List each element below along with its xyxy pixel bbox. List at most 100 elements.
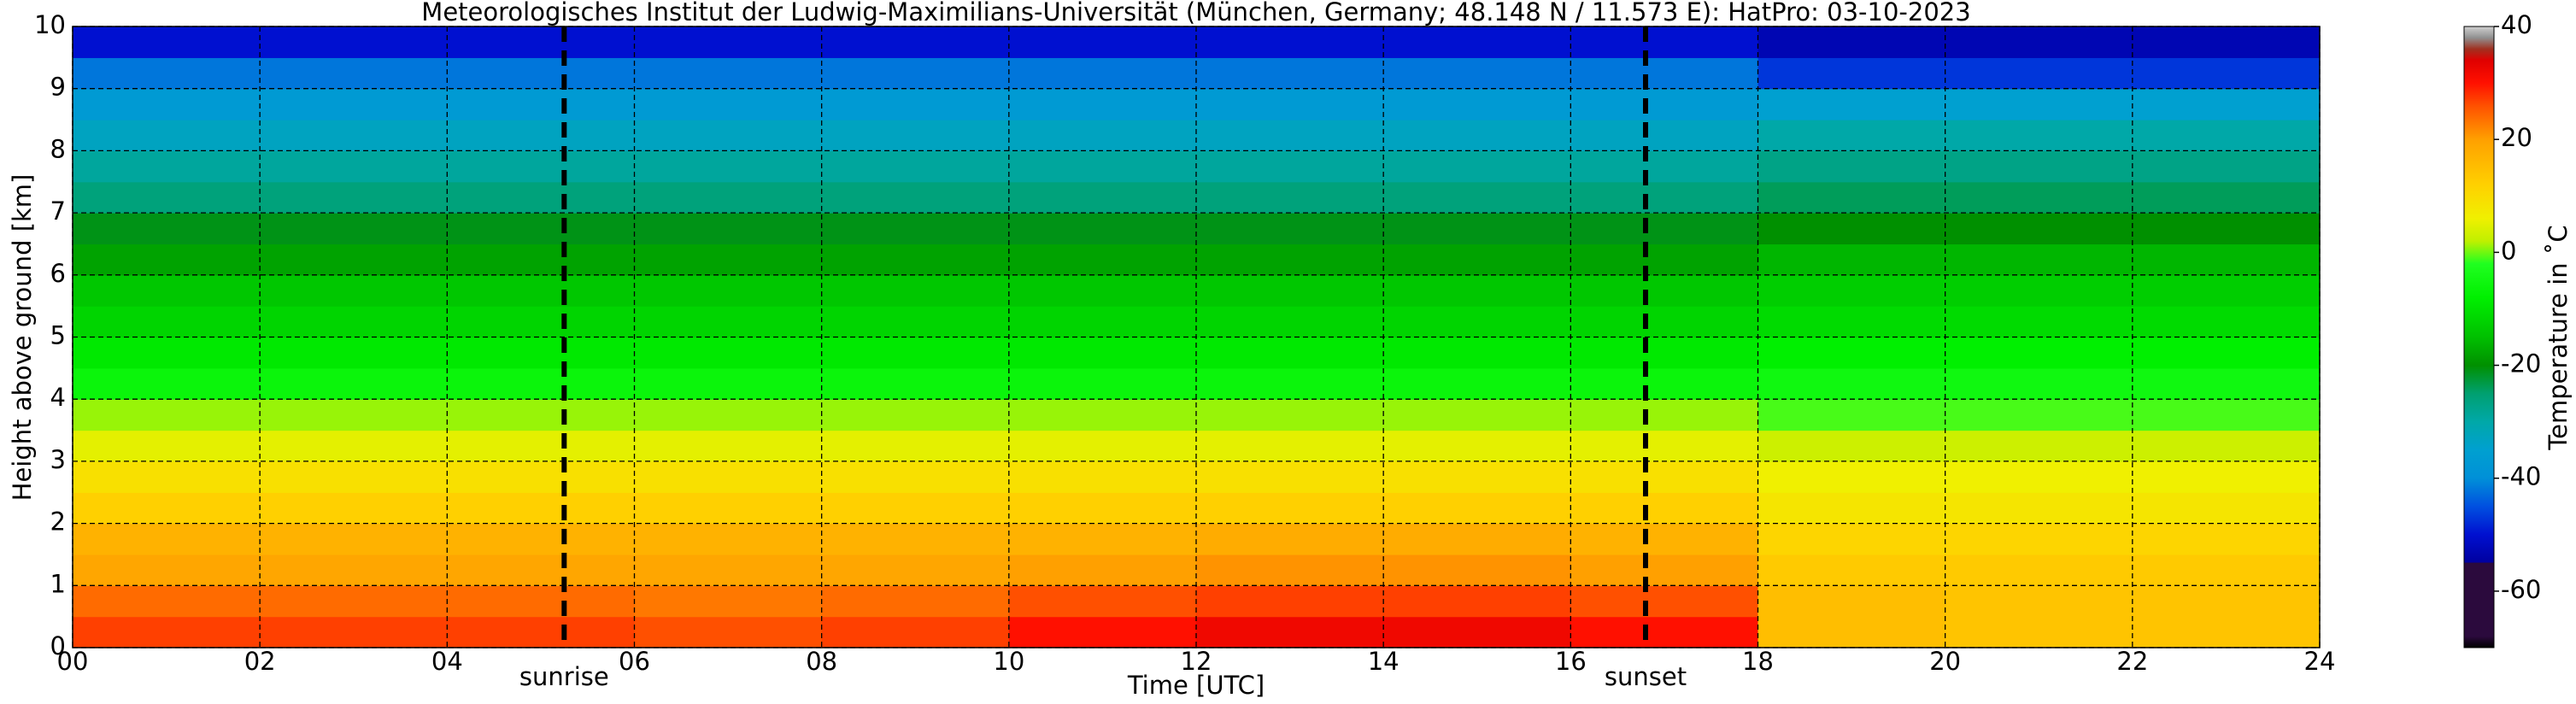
heatmap-cell: [447, 492, 636, 525]
heatmap-cell: [1570, 492, 1759, 525]
heatmap-cell: [1196, 213, 1384, 245]
heatmap-cell: [634, 306, 823, 338]
heatmap-cell: [634, 585, 823, 618]
heatmap-cell: [73, 399, 261, 431]
heatmap-cell: [73, 26, 261, 58]
heatmap-cell: [73, 585, 261, 618]
heatmap-cell: [1945, 367, 2133, 400]
heatmap-cell: [447, 523, 636, 555]
heatmap-cell: [821, 523, 1010, 555]
heatmap-cell: [1008, 120, 1197, 151]
heatmap-cell: [1945, 461, 2133, 493]
heatmap-cell: [1008, 150, 1197, 183]
heatmap-cell: [447, 181, 636, 214]
heatmap-cell: [1196, 367, 1384, 400]
heatmap-cell: [2132, 181, 2321, 214]
heatmap-cell: [260, 120, 448, 151]
heatmap-cell: [1570, 554, 1759, 586]
heatmap-cell: [1945, 150, 2133, 183]
heatmap-cell: [1570, 430, 1759, 462]
plot-frame: [72, 26, 2321, 648]
y-tick-label: 0: [50, 631, 66, 660]
annotation-label: sunset: [1605, 662, 1687, 691]
heatmap-cell: [1570, 213, 1759, 245]
heatmap-cell: [73, 430, 261, 462]
heatmap-cell: [447, 337, 636, 369]
heatmap-cell: [73, 88, 261, 120]
heatmap-cell: [821, 120, 1010, 151]
heatmap-cell: [821, 461, 1010, 493]
heatmap-cell: [1757, 337, 1946, 369]
heatmap-cell: [1196, 585, 1384, 618]
heatmap-cell: [1383, 213, 1571, 245]
heatmap-cell: [634, 523, 823, 555]
heatmap-cell: [1945, 181, 2133, 214]
heatmap-cell: [1570, 26, 1759, 58]
heatmap-cell: [1008, 461, 1197, 493]
heatmap-cell: [1945, 399, 2133, 431]
x-tick-label: 10: [993, 647, 1024, 676]
heatmap-cell: [1570, 306, 1759, 338]
heatmap-cell: [2132, 120, 2321, 151]
y-tick-label: 6: [50, 259, 66, 288]
heatmap-cell: [821, 430, 1010, 462]
heatmap-cell: [1008, 430, 1197, 462]
heatmap-cell: [2132, 430, 2321, 462]
heatmap-cell: [821, 367, 1010, 400]
heatmap-cell: [73, 150, 261, 183]
heatmap-cell: [1196, 399, 1384, 431]
heatmap-cell: [1570, 274, 1759, 307]
heatmap-cell: [821, 616, 1010, 648]
heatmap-cell: [1570, 88, 1759, 120]
heatmap-cell: [634, 554, 823, 586]
heatmap-cell: [1757, 430, 1946, 462]
heatmap-cell: [1570, 150, 1759, 183]
heatmap-cell: [260, 585, 448, 618]
heatmap-cell: [2132, 585, 2321, 618]
heatmap-cell: [1196, 57, 1384, 90]
heatmap-cell: [1570, 57, 1759, 90]
heatmap-cell: [260, 57, 448, 90]
heatmap-cell: [1196, 523, 1384, 555]
heatmap-cell: [73, 616, 261, 648]
heatmap-cell: [2132, 492, 2321, 525]
heatmap-cell: [821, 337, 1010, 369]
heatmap-cell: [1757, 523, 1946, 555]
heatmap-cell: [1008, 243, 1197, 276]
x-tick-label: 12: [1181, 647, 1212, 676]
heatmap-cell: [260, 492, 448, 525]
heatmap-cell: [1383, 492, 1571, 525]
heatmap-cell: [447, 461, 636, 493]
heatmap-cell: [1945, 492, 2133, 525]
heatmap-cell: [1757, 492, 1946, 525]
heatmap-cell: [634, 88, 823, 120]
heatmap-cell: [1008, 523, 1197, 555]
x-axis-label: Time [UTC]: [1127, 671, 1265, 700]
heatmap-cell: [634, 337, 823, 369]
heatmap-cell: [260, 274, 448, 307]
heatmap-cell: [260, 399, 448, 431]
heatmap-cell: [1196, 430, 1384, 462]
heatmap-cell: [2132, 337, 2321, 369]
heatmap-cell: [1383, 274, 1571, 307]
heatmap-cell: [260, 26, 448, 58]
heatmap-cell: [1196, 461, 1384, 493]
heatmap-cell: [447, 57, 636, 90]
colorbar-tick-label: -20: [2501, 349, 2541, 378]
heatmap-cell: [447, 554, 636, 586]
heatmap-cell: [1196, 120, 1384, 151]
x-tick-label: 06: [619, 647, 650, 676]
heatmap-cell: [2132, 306, 2321, 338]
heatmap-cell: [1383, 337, 1571, 369]
heatmap-cell: [634, 213, 823, 245]
heatmap-cell: [260, 616, 448, 648]
heatmap-cell: [260, 430, 448, 462]
x-tick-label: 20: [1929, 647, 1961, 676]
heatmap-cell: [260, 150, 448, 183]
heatmap-cell: [634, 367, 823, 400]
heatmap-cell: [447, 306, 636, 338]
heatmap-cell: [1383, 57, 1571, 90]
heatmap-cell: [1945, 306, 2133, 338]
colorbar-label: Temperature in ˚C: [2544, 225, 2573, 450]
heatmap-cell: [447, 26, 636, 58]
